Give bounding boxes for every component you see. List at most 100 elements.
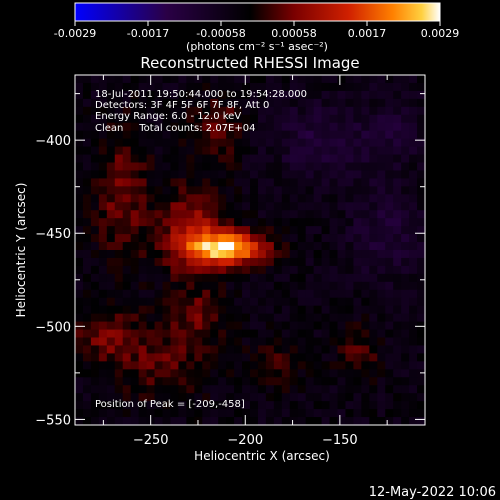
heatmap-cell (321, 313, 331, 323)
heatmap-cell (146, 234, 156, 243)
heatmap-cell (329, 361, 339, 370)
heatmap-cell (98, 242, 108, 251)
heatmap-cell (170, 401, 179, 410)
heatmap-cell (218, 106, 227, 116)
heatmap-cell (186, 353, 195, 362)
heatmap-cell (329, 289, 339, 299)
heatmap-cell (194, 75, 203, 84)
heatmap-cell (90, 361, 100, 370)
heatmap-cell (218, 218, 227, 227)
heatmap-cell (218, 178, 227, 187)
heatmap-cell (106, 106, 116, 116)
heatmap-cell (329, 297, 339, 307)
heatmap-cell (106, 210, 116, 219)
heatmap-cell (210, 369, 219, 378)
heatmap-cell (202, 106, 211, 116)
heatmap-cell (242, 106, 251, 116)
heatmap-cell (154, 377, 164, 386)
heatmap-cell (257, 257, 267, 267)
heatmap-cell (369, 186, 378, 195)
heatmap-cell (305, 257, 315, 267)
heatmap-cell (106, 305, 116, 315)
heatmap-cell (337, 385, 347, 394)
heatmap-cell (385, 313, 394, 323)
heatmap-cell (138, 210, 148, 219)
heatmap-cell (90, 305, 100, 315)
heatmap-cell (186, 130, 195, 140)
heatmap-cell (138, 226, 148, 235)
heatmap-cell (305, 234, 315, 243)
heatmap-cell (162, 146, 172, 156)
heatmap-cell (321, 90, 331, 100)
heatmap-cell (273, 242, 283, 251)
heatmap-cell (409, 146, 418, 156)
heatmap-cell (186, 369, 195, 378)
heatmap-cell (289, 385, 299, 394)
heatmap-cell (98, 106, 108, 116)
heatmap-cell (329, 226, 339, 235)
heatmap-cell (138, 242, 148, 251)
heatmap-cell (194, 234, 203, 243)
heatmap-cell (162, 106, 172, 116)
heatmap-cell (305, 297, 315, 307)
heatmap-cell (234, 75, 243, 84)
heatmap-cell (377, 337, 386, 347)
heatmap-cell (417, 242, 426, 251)
heatmap-cell (369, 170, 378, 179)
heatmap-cell (297, 289, 307, 299)
heatmap-cell (361, 329, 370, 339)
heatmap-cell (242, 385, 251, 394)
heatmap-cell (226, 75, 235, 84)
heatmap-cell (401, 194, 410, 203)
heatmap-cell (90, 98, 100, 108)
heatmap-cell (98, 329, 108, 339)
heatmap-cell (265, 265, 275, 275)
heatmap-cell (409, 377, 418, 386)
heatmap-cell (130, 409, 140, 418)
heatmap-cell (329, 98, 339, 108)
heatmap-cell (385, 257, 394, 267)
heatmap-cell (345, 202, 354, 211)
heatmap-cell (321, 337, 331, 347)
heatmap-cell (401, 329, 410, 339)
heatmap-cell (82, 218, 92, 227)
heatmap-cell (186, 170, 195, 179)
heatmap-cell (353, 337, 362, 347)
heatmap-cell (162, 226, 172, 235)
heatmap-cell (218, 313, 227, 323)
heatmap-cell (210, 178, 219, 187)
peak-position-label: Position of Peak = [-209,-458] (95, 399, 245, 410)
heatmap-cell (234, 146, 243, 156)
heatmap-cell (345, 401, 354, 410)
heatmap-cell (393, 146, 402, 156)
heatmap-cell (250, 186, 259, 195)
heatmap-cell (250, 114, 259, 124)
heatmap-cell (82, 297, 92, 307)
heatmap-cell (162, 202, 172, 211)
heatmap-cell (273, 178, 283, 187)
heatmap-cell (353, 130, 362, 140)
heatmap-cell (409, 234, 418, 243)
heatmap-cell (369, 138, 378, 148)
heatmap-cell (82, 122, 92, 132)
heatmap-cell (297, 417, 307, 426)
heatmap-cell (98, 385, 108, 394)
heatmap-cell (313, 98, 323, 108)
heatmap-cell (202, 122, 211, 132)
heatmap-cell (313, 329, 323, 339)
heatmap-cell (146, 281, 156, 291)
heatmap-cell (178, 90, 187, 100)
heatmap-cell (250, 409, 259, 418)
heatmap-cell (210, 210, 219, 219)
heatmap-cell (106, 361, 116, 370)
heatmap-cell (265, 186, 275, 195)
heatmap-cell (377, 194, 386, 203)
heatmap-cell (98, 281, 108, 291)
heatmap-cell (178, 273, 187, 283)
heatmap-cell (138, 122, 148, 132)
heatmap-cell (154, 273, 164, 283)
heatmap-cell (313, 417, 323, 426)
heatmap-cell (170, 409, 179, 418)
heatmap-cell (313, 273, 323, 283)
heatmap-cell (218, 202, 227, 211)
